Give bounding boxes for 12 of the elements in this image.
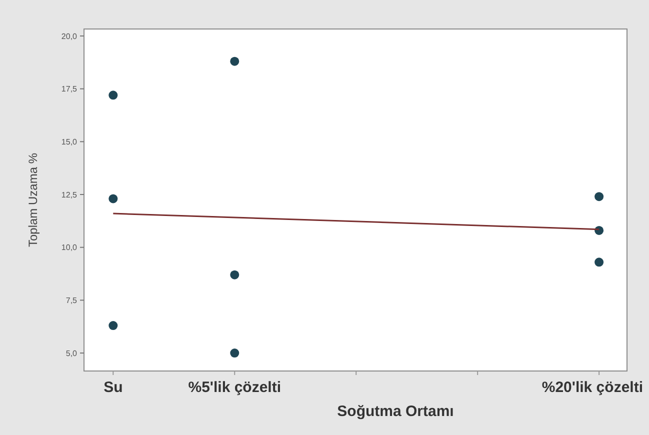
x-tick-label: %20'lik çözelti — [542, 379, 643, 396]
y-tick-label: 15,0 — [61, 137, 78, 146]
y-tick-label: 12,5 — [61, 190, 78, 200]
x-tick-label: %5'lik çözelti — [188, 379, 282, 396]
y-tick-label: 7,5 — [66, 296, 78, 305]
y-tick-label: 20,0 — [61, 32, 78, 41]
y-tick-label: 17,5 — [61, 84, 78, 94]
x-axis-title: Soğutma Ortamı — [337, 403, 454, 420]
x-tick-label: Su — [104, 379, 123, 396]
y-tick-label: 5,0 — [66, 348, 78, 358]
y-axis-title: Toplam Uzama % — [26, 152, 40, 248]
y-tick-label: 10,0 — [61, 243, 78, 252]
